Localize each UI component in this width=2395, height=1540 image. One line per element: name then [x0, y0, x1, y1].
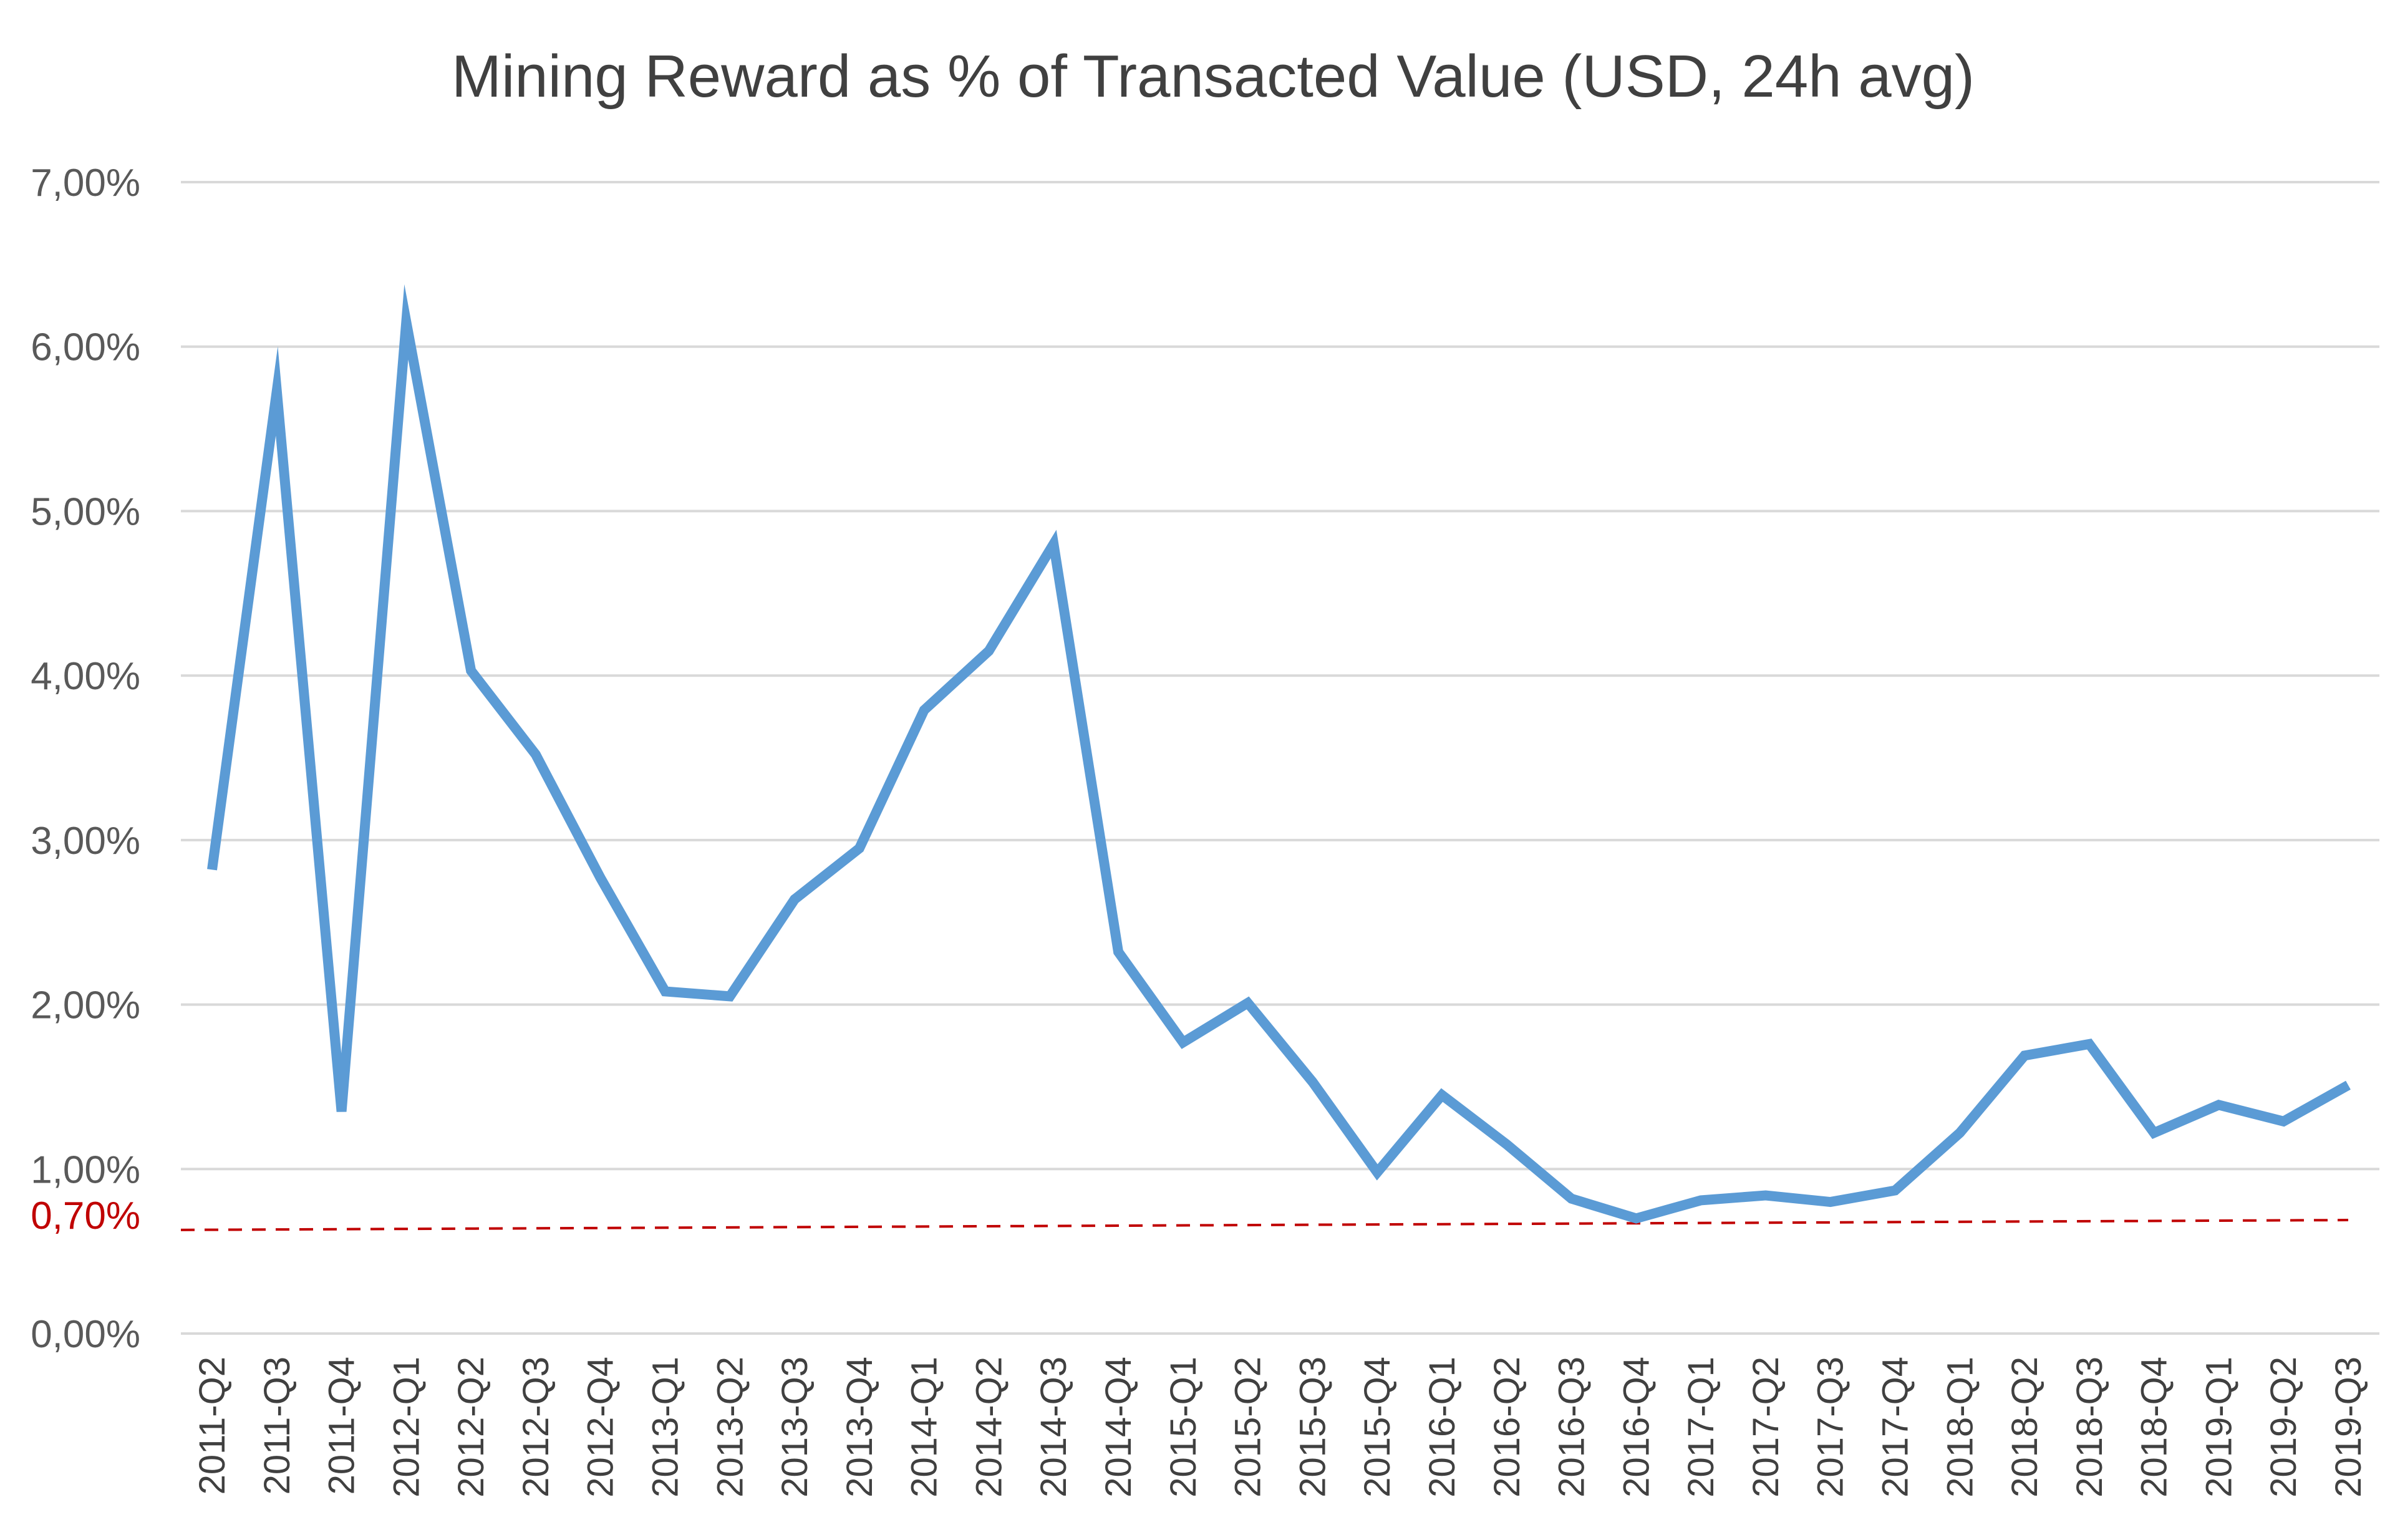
x-tick-label: 2016-Q1	[1422, 1357, 1463, 1498]
reference-line-label: 0,70%	[31, 1194, 140, 1237]
x-tick-label: 2012-Q3	[516, 1357, 556, 1498]
gridlines	[181, 181, 2379, 1335]
x-tick-label: 2018-Q1	[1940, 1357, 1980, 1498]
x-tick-label: 2017-Q1	[1681, 1357, 1721, 1498]
x-tick-label: 2016-Q2	[1487, 1357, 1527, 1498]
reference-line	[180, 1219, 2349, 1231]
x-tick-label: 2013-Q4	[839, 1357, 880, 1498]
y-tick-label: 0,00%	[31, 1313, 140, 1356]
x-tick-label: 2016-Q3	[1552, 1357, 1592, 1498]
x-tick-label: 2018-Q3	[2069, 1357, 2110, 1498]
y-tick-label: 7,00%	[31, 162, 140, 205]
y-tick-label: 5,00%	[31, 490, 140, 533]
x-tick-label: 2013-Q2	[710, 1357, 750, 1498]
y-tick-label: 4,00%	[31, 655, 140, 698]
x-tick-label: 2013-Q1	[646, 1357, 686, 1498]
x-tick-label: 2017-Q2	[1746, 1357, 1786, 1498]
x-tick-label: 2018-Q4	[2134, 1357, 2175, 1498]
x-tick-label: 2014-Q2	[969, 1357, 1009, 1498]
y-tick-label: 1,00%	[31, 1148, 140, 1191]
x-tick-label: 2016-Q4	[1616, 1357, 1657, 1498]
x-tick-label: 2015-Q2	[1228, 1357, 1269, 1498]
x-tick-label: 2012-Q4	[581, 1357, 621, 1498]
x-tick-label: 2017-Q3	[1811, 1357, 1851, 1498]
x-tick-label: 2019-Q1	[2199, 1357, 2239, 1498]
y-axis-tick-labels: 0,00% 1,00% 2,00% 3,00% 4,00% 5,00% 6,00% 7,00%	[31, 162, 140, 1356]
x-tick-label: 2015-Q1	[1163, 1357, 1204, 1498]
y-tick-label: 2,00%	[31, 984, 140, 1027]
x-tick-label: 2011-Q3	[257, 1357, 298, 1494]
x-tick-label: 2014-Q3	[1033, 1357, 1074, 1498]
x-tick-label: 2014-Q1	[904, 1357, 945, 1498]
x-tick-label: 2012-Q2	[451, 1357, 491, 1498]
reference-line-group: 0,70%	[31, 1194, 2349, 1237]
x-tick-label: 2019-Q2	[2263, 1357, 2304, 1498]
series-group	[207, 284, 2351, 1224]
x-tick-label: 2011-Q4	[322, 1357, 362, 1494]
x-tick-label: 2019-Q3	[2328, 1357, 2369, 1498]
series-line	[207, 284, 2351, 1224]
x-tick-label: 2015-Q3	[1292, 1357, 1333, 1498]
x-tick-label: 2015-Q4	[1357, 1357, 1398, 1498]
chart-title: Mining Reward as % of Transacted Value (…	[452, 43, 1975, 110]
x-tick-label: 2011-Q2	[192, 1357, 233, 1494]
x-tick-label: 2018-Q2	[2005, 1357, 2045, 1498]
x-tick-label: 2014-Q4	[1098, 1357, 1139, 1498]
x-axis-tick-labels: 2011-Q2 2011-Q3 2011-Q4 2012-Q1 2012-Q2 2012-…	[192, 1357, 2369, 1498]
y-tick-label: 3,00%	[31, 820, 140, 863]
y-tick-label: 6,00%	[31, 326, 140, 369]
x-tick-label: 2012-Q1	[386, 1357, 427, 1498]
x-tick-label: 2013-Q3	[775, 1357, 815, 1498]
x-tick-label: 2017-Q4	[1875, 1357, 1915, 1498]
